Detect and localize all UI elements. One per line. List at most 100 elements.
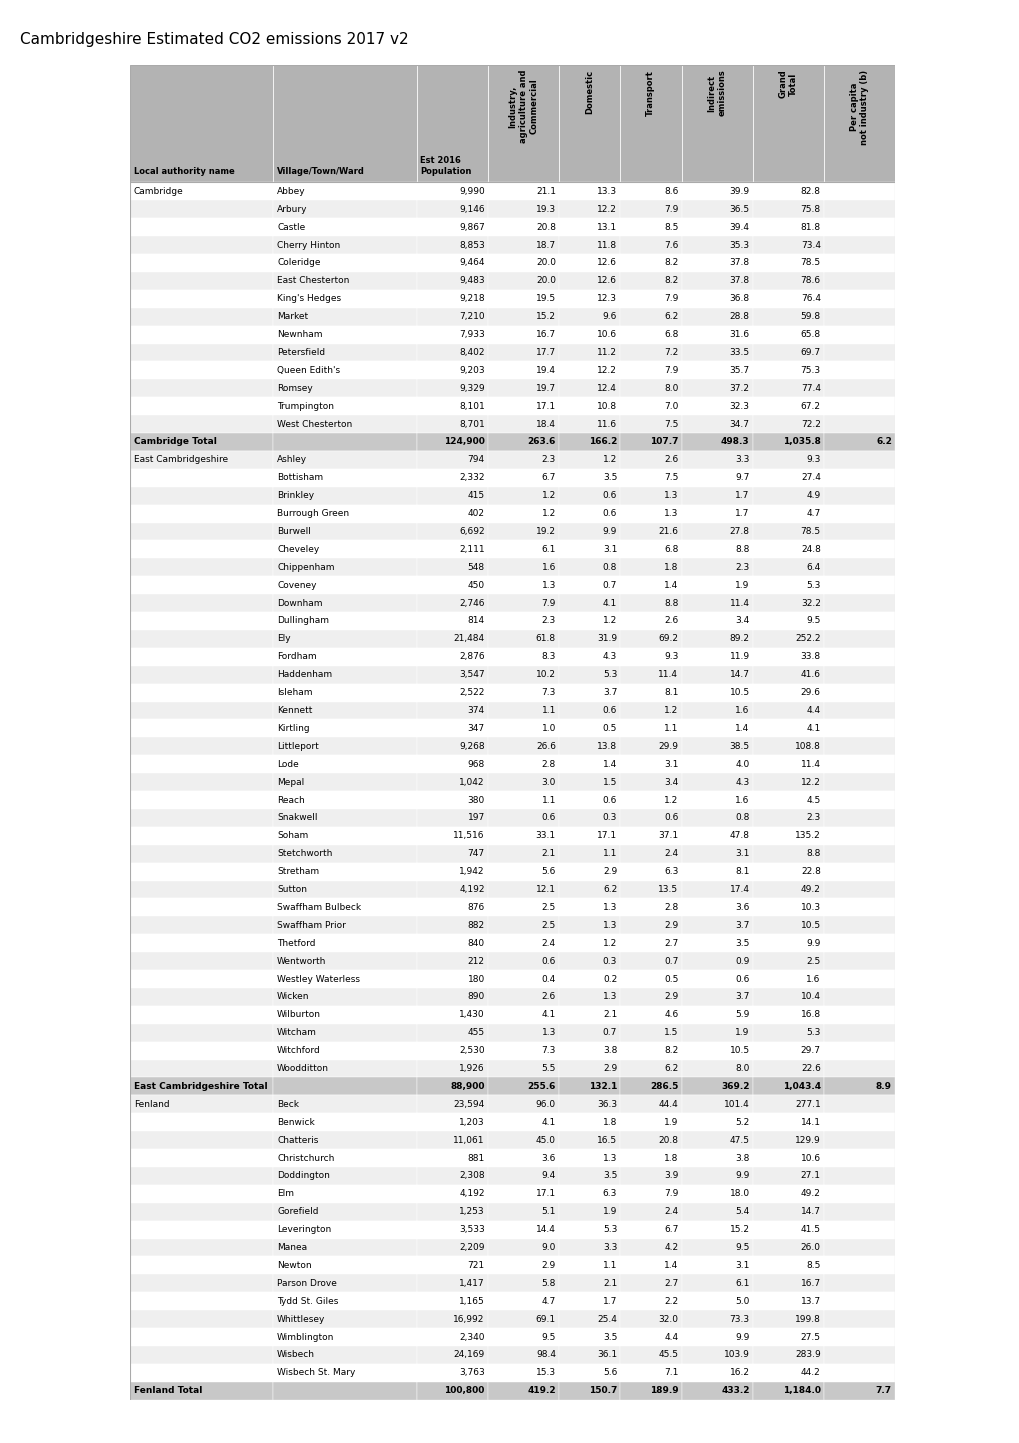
Text: 1,926: 1,926 (459, 1063, 484, 1074)
Text: 3.1: 3.1 (735, 1261, 749, 1270)
Bar (752, 952, 823, 970)
Text: 286.5: 286.5 (649, 1082, 678, 1091)
Text: Wentworth: Wentworth (277, 957, 326, 965)
Text: 18.0: 18.0 (729, 1189, 749, 1198)
Bar (273, 290, 416, 307)
Text: 0.6: 0.6 (602, 706, 616, 714)
Bar (752, 1274, 823, 1293)
Bar (416, 1221, 487, 1238)
Text: 10.5: 10.5 (729, 1046, 749, 1055)
Bar (823, 486, 894, 505)
Bar (129, 271, 273, 290)
Bar (273, 934, 416, 952)
Text: 6.2: 6.2 (875, 437, 891, 446)
Bar (129, 1274, 273, 1293)
Text: 32.0: 32.0 (658, 1315, 678, 1323)
Text: Newton: Newton (277, 1261, 312, 1270)
Text: 41.5: 41.5 (800, 1225, 820, 1234)
Text: 1.3: 1.3 (602, 1153, 616, 1163)
Bar (558, 65, 620, 182)
Bar (620, 343, 681, 361)
Text: 0.6: 0.6 (541, 957, 555, 965)
Text: 27.8: 27.8 (729, 527, 749, 535)
Bar (129, 505, 273, 522)
Bar (823, 844, 894, 863)
Bar (620, 810, 681, 827)
Bar (558, 916, 620, 934)
Bar (823, 1274, 894, 1293)
Text: 0.7: 0.7 (663, 957, 678, 965)
Bar (558, 469, 620, 486)
Bar (558, 1238, 620, 1257)
Text: Cambridge Total: Cambridge Total (133, 437, 216, 446)
Bar (823, 1328, 894, 1346)
Text: 29.6: 29.6 (800, 688, 820, 697)
Text: 2,340: 2,340 (459, 1332, 484, 1342)
Text: 39.9: 39.9 (729, 186, 749, 196)
Bar (129, 1042, 273, 1059)
Bar (558, 254, 620, 271)
Text: 2.9: 2.9 (602, 867, 616, 876)
Bar (129, 684, 273, 701)
Bar (681, 486, 752, 505)
Text: East Chesterton: East Chesterton (277, 277, 350, 286)
Text: 0.9: 0.9 (735, 957, 749, 965)
Text: 129.9: 129.9 (794, 1136, 820, 1144)
Bar (129, 970, 273, 988)
Bar (558, 326, 620, 343)
Text: 9,483: 9,483 (459, 277, 484, 286)
Bar (416, 880, 487, 899)
Bar (487, 361, 558, 380)
Bar (752, 612, 823, 631)
Bar (273, 433, 416, 450)
Text: 41.6: 41.6 (800, 670, 820, 680)
Text: Elm: Elm (277, 1189, 293, 1198)
Bar (681, 1095, 752, 1114)
Text: 6.7: 6.7 (663, 1225, 678, 1234)
Text: 1.1: 1.1 (541, 706, 555, 714)
Text: 1.8: 1.8 (663, 1153, 678, 1163)
Bar (823, 1023, 894, 1042)
Text: 9.7: 9.7 (735, 473, 749, 482)
Text: 11.4: 11.4 (729, 599, 749, 608)
Text: 7.1: 7.1 (663, 1368, 678, 1378)
Text: 21.6: 21.6 (658, 527, 678, 535)
Text: 78.6: 78.6 (800, 277, 820, 286)
Bar (416, 916, 487, 934)
Bar (487, 416, 558, 433)
Text: 0.4: 0.4 (541, 974, 555, 984)
Bar (129, 1238, 273, 1257)
Bar (823, 863, 894, 880)
Bar (273, 863, 416, 880)
Text: Wilburton: Wilburton (277, 1010, 321, 1019)
Text: 8.5: 8.5 (806, 1261, 820, 1270)
Bar (273, 1382, 416, 1400)
Bar (129, 648, 273, 665)
Bar (752, 1149, 823, 1167)
Bar (681, 380, 752, 397)
Bar (681, 290, 752, 307)
Text: 10.5: 10.5 (800, 921, 820, 929)
Bar (823, 237, 894, 254)
Bar (752, 469, 823, 486)
Text: 72.2: 72.2 (800, 420, 820, 429)
Bar (823, 541, 894, 558)
Bar (752, 810, 823, 827)
Bar (129, 1221, 273, 1238)
Text: East Cambridgeshire: East Cambridgeshire (133, 456, 227, 465)
Text: 1.2: 1.2 (663, 706, 678, 714)
Text: Indirect
emissions: Indirect emissions (707, 69, 727, 117)
Text: 3.8: 3.8 (602, 1046, 616, 1055)
Bar (823, 218, 894, 237)
Bar (681, 326, 752, 343)
Bar (620, 326, 681, 343)
Bar (752, 1167, 823, 1185)
Bar (620, 1023, 681, 1042)
Text: 82.8: 82.8 (800, 186, 820, 196)
Text: 9.9: 9.9 (735, 1172, 749, 1180)
Bar (823, 469, 894, 486)
Text: Witcham: Witcham (277, 1029, 317, 1038)
Bar (273, 361, 416, 380)
Text: 101.4: 101.4 (723, 1100, 749, 1108)
Bar (558, 1023, 620, 1042)
